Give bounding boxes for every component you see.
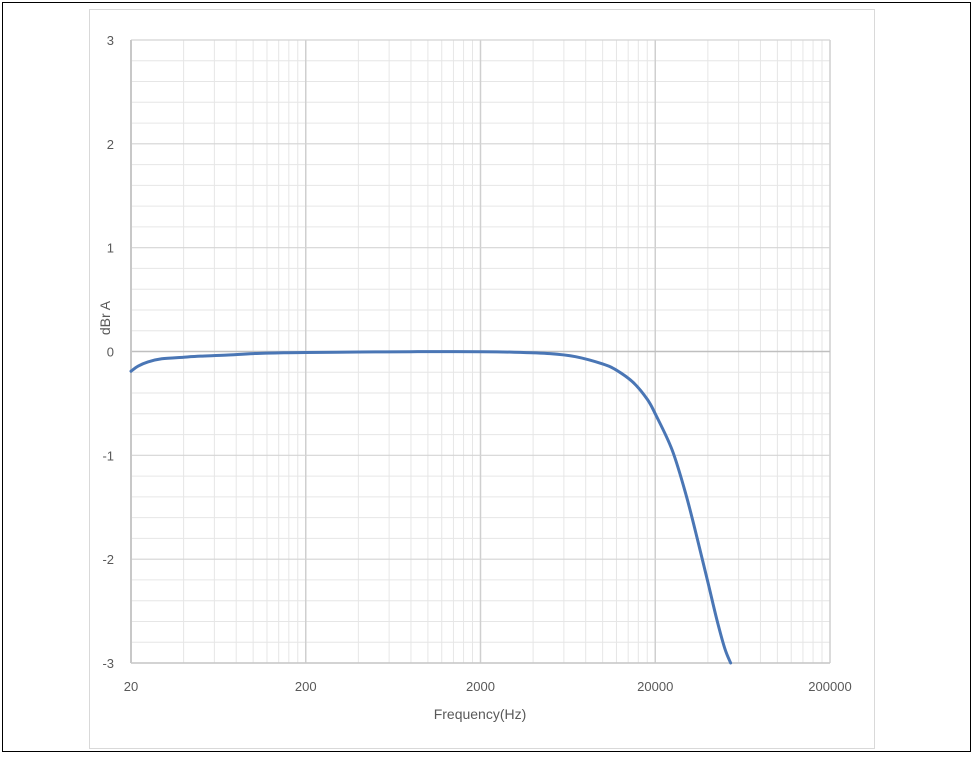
x-tick-label: 20: [124, 679, 138, 694]
series-line: [129, 350, 733, 665]
y-tick-labels: 3 2 1 0 -1 -2 -3: [102, 33, 114, 671]
x-tick-label: 2000: [466, 679, 495, 694]
y-tick-label: -1: [102, 448, 114, 463]
y-tick-label: -3: [102, 656, 114, 671]
x-tick-label: 200: [295, 679, 317, 694]
y-tick-label: 2: [107, 137, 114, 152]
y-tick-label: 0: [107, 345, 114, 360]
x-tick-labels: 20 200 2000 20000 200000: [124, 679, 852, 694]
axes: [130, 40, 830, 664]
x-tick-label: 200000: [808, 679, 851, 694]
x-tick-label: 20000: [637, 679, 673, 694]
chart-area: [89, 9, 875, 749]
y-tick-label: 1: [107, 241, 114, 256]
y-axis-title: dBr A: [97, 300, 113, 335]
series-layer: [129, 350, 733, 665]
x-axis-title: Frequency(Hz): [434, 706, 527, 722]
y-tick-label: 3: [107, 33, 114, 48]
y-tick-label: -2: [102, 552, 114, 567]
